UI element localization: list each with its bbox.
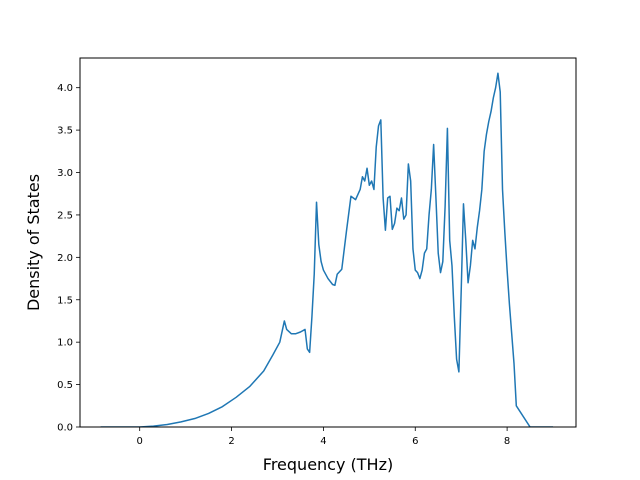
- y-tick-label: 3.0: [57, 168, 73, 179]
- axes-frame: [79, 57, 577, 428]
- plot-area: [100, 72, 554, 427]
- dos-series-line-0: [100, 72, 554, 427]
- y-axis-ticks: 0.0 0.5 1.0 1.5 2.0 2.5 3.0 3.5 4.0: [57, 83, 80, 434]
- y-tick-label: 1.5: [57, 295, 73, 306]
- x-tick-label: 0: [137, 436, 143, 447]
- x-tick-label: 6: [412, 436, 418, 447]
- y-tick-label: 2.0: [57, 253, 73, 264]
- x-tick-label: 8: [504, 436, 510, 447]
- y-tick-label: 0.0: [57, 423, 73, 434]
- x-axis-label: Frequency (THz): [263, 455, 393, 474]
- y-tick-label: 3.5: [57, 126, 73, 137]
- x-tick-label: 4: [320, 436, 326, 447]
- x-tick-label: 2: [228, 436, 234, 447]
- x-axis-ticks: 0 2 4 6 8: [137, 427, 510, 447]
- y-tick-label: 1.0: [57, 338, 73, 349]
- y-tick-label: 0.5: [57, 380, 73, 391]
- y-tick-label: 4.0: [57, 83, 73, 94]
- y-axis-label: Density of States: [24, 174, 43, 311]
- y-tick-label: 2.5: [57, 210, 73, 221]
